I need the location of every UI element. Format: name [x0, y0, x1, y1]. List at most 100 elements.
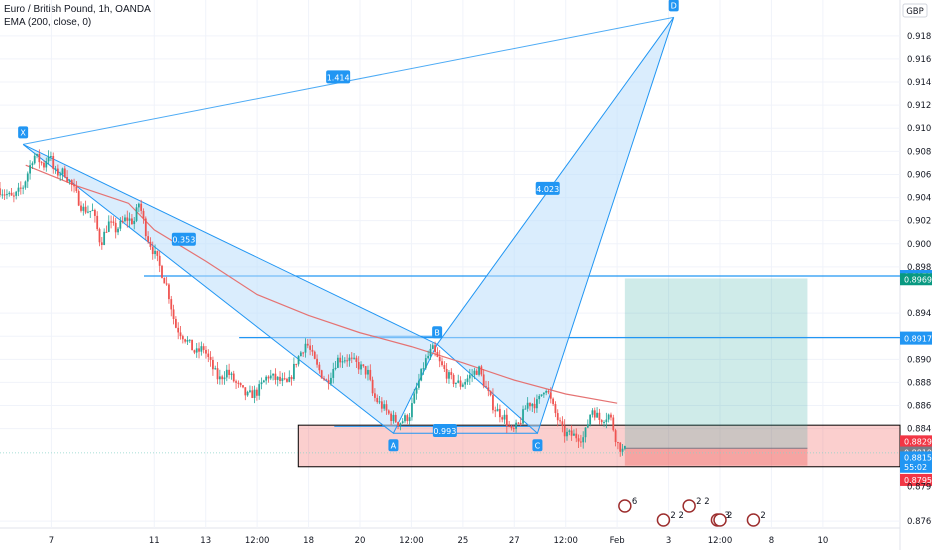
candle-body	[577, 438, 580, 442]
candle-body	[461, 384, 464, 387]
candle-body	[147, 236, 150, 242]
candle-body	[586, 424, 589, 428]
candle-body	[515, 422, 517, 429]
candle-body	[12, 195, 15, 197]
candle-body	[246, 391, 249, 396]
candle-body	[575, 433, 578, 439]
candle-body	[568, 430, 571, 432]
candle-body	[383, 404, 386, 409]
candle-body	[6, 194, 8, 196]
candle-body	[306, 343, 309, 346]
candle-body	[554, 404, 557, 414]
candle-body	[374, 393, 376, 398]
candle-body	[31, 163, 34, 166]
candle-body	[332, 368, 335, 378]
candle-body	[195, 348, 198, 353]
candle-body	[508, 426, 511, 428]
candle-body	[119, 220, 122, 229]
x-tick-label: 12:00	[399, 536, 424, 546]
candle-body	[131, 218, 133, 225]
y-tick-label: 0.90000	[907, 240, 932, 250]
candle-body	[149, 241, 152, 247]
candle-body	[200, 346, 203, 352]
candle-body	[45, 161, 48, 168]
economic-event-icon	[618, 499, 632, 513]
candle-body	[478, 366, 480, 375]
candle-body	[283, 378, 286, 380]
candle-body	[413, 393, 416, 404]
pattern-point-c-badge	[532, 439, 543, 452]
candle-body	[15, 191, 18, 196]
candle-body	[170, 299, 173, 310]
candle-body	[22, 187, 25, 189]
candle-body	[561, 421, 564, 426]
candle-body	[556, 413, 559, 421]
target-zone	[624, 278, 808, 449]
y-tick-label: 0.89000	[907, 355, 932, 365]
pattern-point-x-label: X	[20, 128, 26, 137]
candle-body	[480, 366, 483, 375]
currency-badge-label: GBP	[906, 7, 924, 17]
indicator-label[interactable]: EMA (200, close, 0)	[4, 17, 92, 28]
candle-body	[362, 364, 365, 367]
candle-body	[563, 425, 566, 437]
candle-body	[126, 217, 129, 221]
candle-body	[605, 419, 608, 423]
candle-body	[3, 194, 6, 196]
candle-body	[545, 391, 548, 393]
candle-body	[286, 378, 288, 382]
candle-body	[56, 168, 59, 176]
candle-body	[505, 414, 508, 427]
candle-body	[29, 165, 31, 174]
ratio-badge	[432, 423, 457, 437]
ema-200-line	[25, 164, 618, 404]
candle-body	[390, 413, 393, 422]
candle-body	[156, 250, 159, 256]
candle-body	[295, 363, 298, 365]
price-scale-tag	[900, 435, 932, 448]
candle-body	[144, 218, 147, 237]
candle-body	[591, 410, 594, 415]
candle-body	[600, 419, 603, 423]
y-tick-label: 0.91200	[907, 101, 932, 111]
economic-event-count: 2 2	[670, 511, 684, 521]
y-tick-label: 0.90600	[907, 170, 932, 180]
candle-body	[431, 345, 434, 349]
candle-body	[355, 357, 358, 363]
candle-body	[302, 352, 305, 354]
candle-body	[468, 375, 471, 379]
candle-body	[584, 427, 587, 438]
candle-body	[445, 368, 448, 379]
y-tick-label: 0.89800	[907, 263, 932, 273]
candle-body	[158, 255, 161, 266]
candle-body	[311, 349, 314, 352]
candle-body	[496, 408, 499, 412]
currency-badge	[902, 3, 928, 18]
candle-body	[253, 389, 256, 398]
candle-body	[165, 283, 168, 285]
ratio-badge	[171, 232, 196, 246]
candle-body	[450, 372, 453, 375]
candle-body	[323, 378, 325, 380]
candle-body	[63, 168, 66, 178]
pattern-point-d-badge	[668, 0, 679, 12]
symbol-title[interactable]: Euro / British Pound, 1h, OANDA	[4, 4, 151, 15]
candle-body	[538, 395, 541, 400]
candle-body	[218, 376, 221, 380]
candle-body	[503, 414, 506, 420]
candle-body	[378, 401, 381, 403]
candle-body	[455, 382, 457, 384]
candle-body	[93, 209, 96, 216]
economic-event-icon	[682, 499, 696, 513]
candle-body	[26, 173, 29, 182]
candle-body	[318, 364, 321, 371]
candle-body	[179, 332, 182, 337]
price-scale-tag-label: 0.89179	[904, 335, 932, 344]
candle-body	[10, 192, 13, 196]
stop-zone	[624, 448, 808, 466]
candle-body	[415, 387, 418, 394]
economic-event-count: 3	[724, 511, 729, 521]
candle-body	[542, 392, 545, 395]
pattern-triangle-bcd	[436, 17, 675, 435]
